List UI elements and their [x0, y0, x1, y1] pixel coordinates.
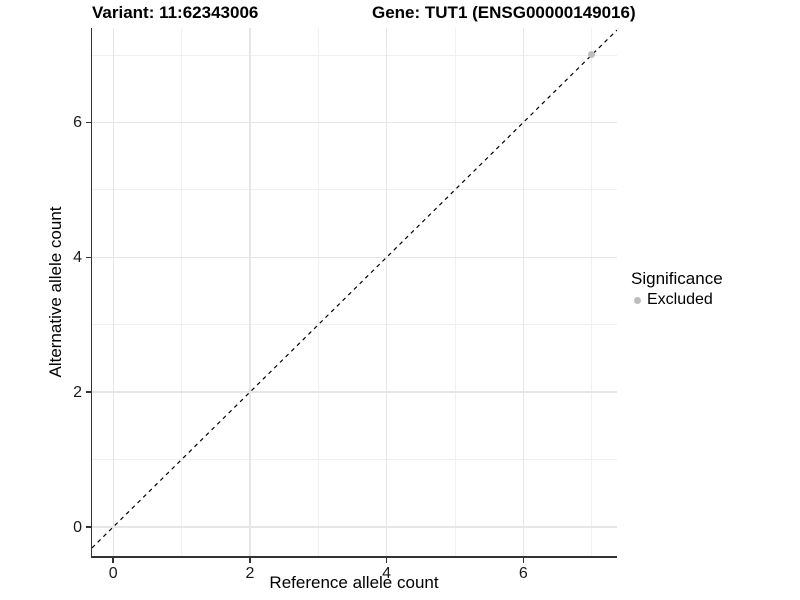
x-major-gridline [385, 28, 388, 556]
y-major-gridline [92, 121, 617, 124]
y-tick-mark [85, 526, 91, 528]
y-axis-line [90, 28, 92, 558]
plot-title-gene: Gene: TUT1 (ENSG00000149016) [372, 3, 636, 22]
x-axis-line [90, 556, 617, 558]
y-minor-gridline [92, 189, 617, 191]
x-tick-mark [522, 557, 525, 563]
y-minor-gridline [92, 54, 617, 56]
y-tick-mark [85, 391, 91, 393]
y-major-gridline [92, 526, 617, 528]
y-tick-label: 0 [73, 518, 82, 536]
y-tick-label: 6 [73, 113, 82, 131]
y-tick-label: 4 [73, 248, 82, 266]
y-minor-gridline [92, 459, 617, 461]
x-tick-mark [249, 557, 251, 563]
y-tick-mark [85, 256, 91, 259]
identity-reference-line [92, 29, 617, 549]
plot-title-variant: Variant: 11:62343006 [92, 3, 259, 22]
legend-entry-label: Excluded [647, 291, 713, 308]
y-major-gridline [92, 391, 617, 393]
legend-title: Significance [631, 269, 723, 288]
y-minor-gridline [92, 324, 617, 326]
x-major-gridline [249, 28, 251, 556]
x-major-gridline [112, 28, 114, 556]
x-minor-gridline [181, 28, 182, 556]
x-tick-mark [112, 557, 114, 563]
x-tick-label: 4 [382, 565, 392, 582]
x-axis-title: Reference allele count [269, 573, 439, 592]
y-tick-mark [85, 121, 91, 124]
x-minor-gridline [317, 28, 319, 556]
x-major-gridline [522, 28, 524, 556]
x-tick-label: 6 [518, 565, 528, 582]
y-major-gridline [92, 256, 617, 258]
y-tick-label: 2 [73, 383, 82, 401]
plot-panel [92, 28, 617, 556]
x-tick-label: 2 [245, 565, 255, 582]
legend-entry-excluded: Excluded [631, 290, 723, 310]
x-minor-gridline [591, 28, 593, 556]
y-axis-title: Alternative allele count [46, 206, 65, 378]
excluded-point-icon [634, 296, 641, 304]
x-tick-mark [385, 557, 388, 563]
x-minor-gridline [454, 28, 456, 556]
data-point-excluded [588, 51, 596, 59]
legend: Significance Excluded [631, 268, 723, 310]
x-tick-label: 0 [108, 565, 118, 582]
